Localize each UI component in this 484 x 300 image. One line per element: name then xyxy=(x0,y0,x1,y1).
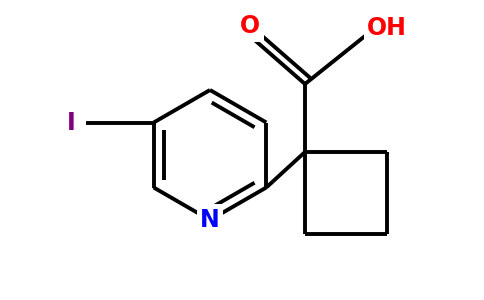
Text: O: O xyxy=(240,14,260,38)
Text: I: I xyxy=(67,110,76,134)
Text: N: N xyxy=(200,208,220,232)
Text: OH: OH xyxy=(367,16,407,40)
